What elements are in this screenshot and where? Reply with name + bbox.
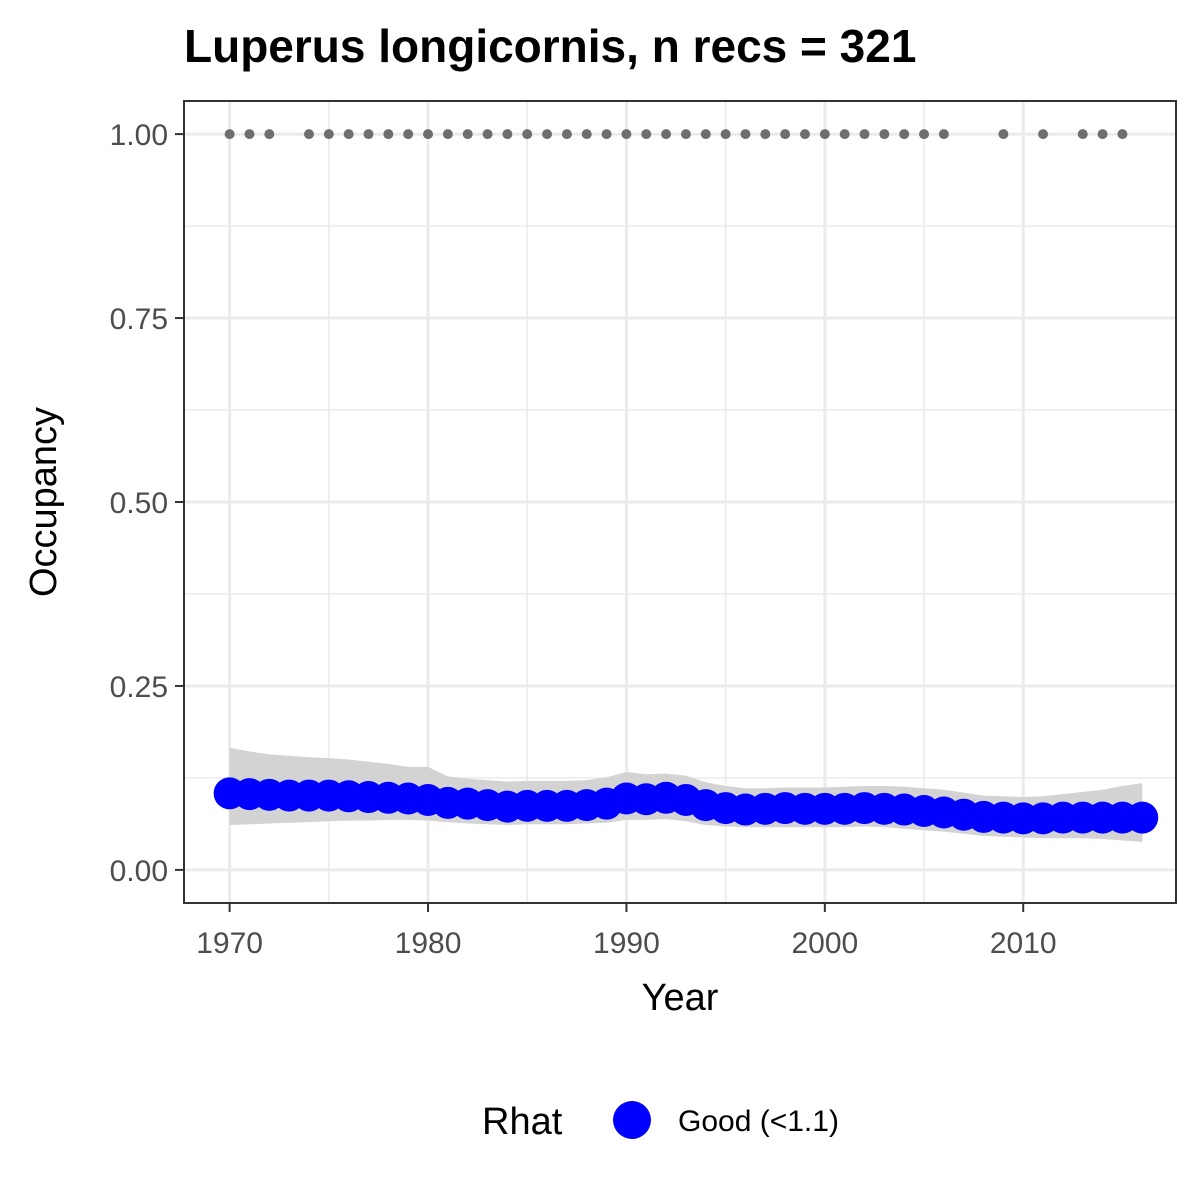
record-point xyxy=(423,129,434,140)
record-point xyxy=(601,129,612,140)
y-tick-label: 0.75 xyxy=(110,303,168,336)
legend-title: Rhat xyxy=(482,1101,563,1143)
record-point xyxy=(899,129,910,140)
x-tick-label: 2010 xyxy=(990,927,1057,960)
record-point xyxy=(343,129,354,140)
record-point xyxy=(621,129,632,140)
record-point xyxy=(859,129,870,140)
record-point xyxy=(879,129,890,140)
record-point xyxy=(839,129,850,140)
record-point xyxy=(383,129,394,140)
occupancy-points xyxy=(213,777,1159,835)
record-point xyxy=(561,129,572,140)
chart-title: Luperus longicornis, n recs = 321 xyxy=(184,20,916,72)
record-point xyxy=(303,129,314,140)
x-tick-label: 1970 xyxy=(196,927,263,960)
record-point xyxy=(1038,129,1049,140)
record-point xyxy=(323,129,334,140)
legend: Rhat Good (<1.1) xyxy=(482,1101,839,1143)
record-point xyxy=(1097,129,1108,140)
gridlines xyxy=(184,101,1176,903)
record-point xyxy=(264,129,275,140)
legend-label-good: Good (<1.1) xyxy=(678,1105,839,1138)
record-point xyxy=(403,129,414,140)
x-axis: 1970 1980 1990 2000 2010 xyxy=(196,903,1057,960)
y-axis: 0.00 0.25 0.50 0.75 1.00 xyxy=(110,119,184,888)
record-point xyxy=(760,129,771,140)
y-axis-title: Occupancy xyxy=(23,407,65,597)
record-point xyxy=(661,129,672,140)
record-point xyxy=(680,129,691,140)
record-point xyxy=(720,129,731,140)
record-point xyxy=(522,129,533,140)
record-point xyxy=(363,129,374,140)
record-point xyxy=(244,129,255,140)
x-tick-label: 1990 xyxy=(593,927,660,960)
occupancy-point xyxy=(1126,801,1159,834)
record-point xyxy=(641,129,652,140)
record-point xyxy=(799,129,810,140)
record-point xyxy=(482,129,493,140)
record-point xyxy=(442,129,453,140)
record-point xyxy=(462,129,473,140)
y-tick-label: 0.25 xyxy=(110,671,168,704)
record-points xyxy=(224,129,1128,140)
record-point xyxy=(740,129,751,140)
x-tick-label: 1980 xyxy=(395,927,462,960)
record-point xyxy=(224,129,235,140)
y-tick-label: 1.00 xyxy=(110,119,168,152)
record-point xyxy=(938,129,949,140)
record-point xyxy=(1077,129,1088,140)
record-point xyxy=(700,129,711,140)
legend-key-good xyxy=(613,1101,651,1139)
record-point xyxy=(780,129,791,140)
y-tick-label: 0.50 xyxy=(110,487,168,520)
record-point xyxy=(542,129,553,140)
x-tick-label: 2000 xyxy=(791,927,858,960)
record-point xyxy=(581,129,592,140)
record-point xyxy=(1117,129,1128,140)
x-axis-title: Year xyxy=(642,977,719,1019)
record-point xyxy=(919,129,930,140)
y-tick-label: 0.00 xyxy=(110,855,168,888)
record-point xyxy=(819,129,830,140)
record-point xyxy=(502,129,513,140)
record-point xyxy=(998,129,1009,140)
